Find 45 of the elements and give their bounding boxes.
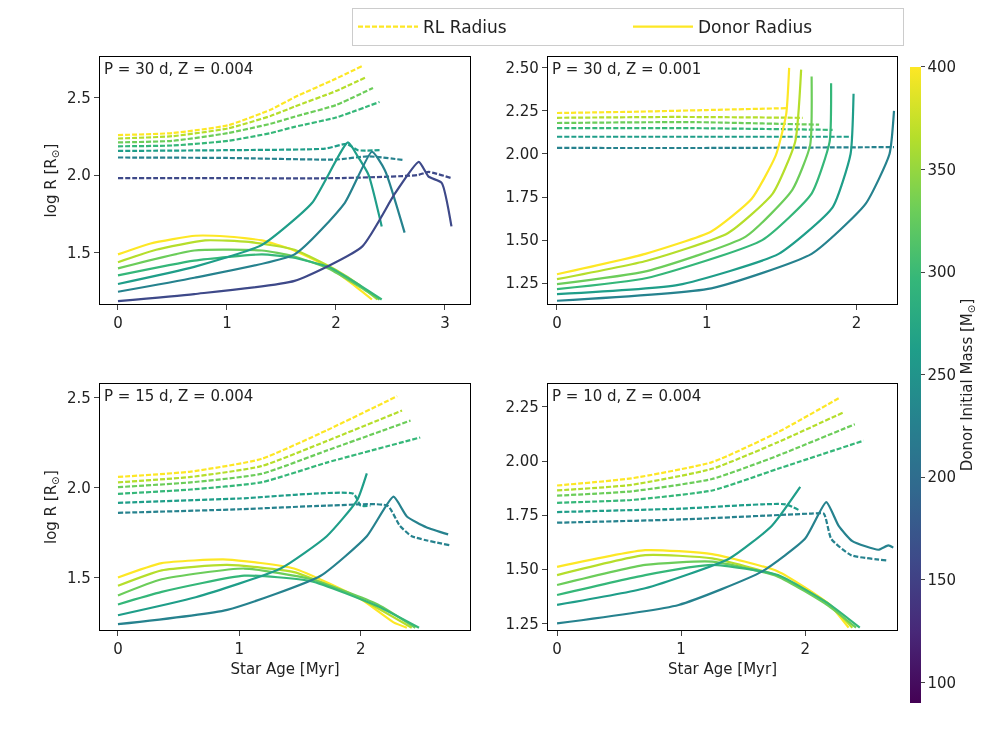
legend-label: Donor Radius bbox=[698, 17, 813, 38]
x-tick-label: 0 bbox=[113, 640, 123, 659]
x-tick-label: 1 bbox=[676, 640, 686, 659]
y-tick-label: 1.25 bbox=[505, 614, 539, 633]
x-tick-label: 2 bbox=[800, 640, 810, 659]
x-tick-label: 3 bbox=[440, 314, 450, 333]
x-axis-title: Star Age [Myr] bbox=[668, 660, 777, 679]
x-tick-label: 1 bbox=[234, 640, 245, 659]
x-axis-title: Star Age [Myr] bbox=[230, 660, 340, 679]
y-tick-label: 2.25 bbox=[505, 398, 539, 417]
x-tick-label: 0 bbox=[113, 314, 123, 333]
color-bar-label: 250 bbox=[927, 365, 957, 384]
y-tick-label: 2.25 bbox=[505, 102, 539, 121]
color-bar-label: 300 bbox=[927, 263, 957, 282]
y-tick-label: 1.75 bbox=[505, 188, 539, 207]
y-tick-label: 2.00 bbox=[505, 452, 539, 471]
annotation: P = 30 d, Z = 0.001 bbox=[552, 60, 702, 78]
y-tick-label: 1.75 bbox=[505, 506, 539, 525]
annotation: P = 15 d, Z = 0.004 bbox=[104, 387, 254, 405]
color-bar-label: 350 bbox=[927, 160, 957, 179]
color-bar-label: 100 bbox=[927, 673, 957, 692]
x-tick-label: 1 bbox=[222, 314, 232, 333]
y-tick-label: 2.00 bbox=[505, 145, 539, 164]
y-tick-label: 1.25 bbox=[505, 274, 539, 293]
color-bar-label: 400 bbox=[927, 58, 957, 77]
color-bar-label: 150 bbox=[927, 571, 957, 589]
color-bar-label: 200 bbox=[927, 468, 957, 487]
x-tick-label: 2 bbox=[355, 640, 366, 659]
y-tick-label: 1.50 bbox=[505, 231, 539, 250]
x-tick-label: 1 bbox=[702, 314, 712, 333]
y-tick-label: 1.50 bbox=[505, 560, 539, 579]
x-tick-label: 2 bbox=[851, 314, 862, 333]
y-tick-label: 2.50 bbox=[505, 59, 539, 78]
annotation: P = 30 d, Z = 0.004 bbox=[104, 60, 254, 78]
x-tick-label: 0 bbox=[552, 640, 562, 659]
y-tick-label: 1.5 bbox=[67, 568, 91, 587]
y-tick-label: 2.5 bbox=[67, 389, 91, 408]
annotation: P = 10 d, Z = 0.004 bbox=[552, 387, 702, 405]
legend-label: RL Radius bbox=[423, 17, 507, 38]
y-tick-label: 2.0 bbox=[67, 478, 91, 497]
x-tick-label: 0 bbox=[552, 314, 562, 333]
y-tick-label: 2.0 bbox=[67, 166, 91, 185]
y-tick-label: 2.5 bbox=[67, 88, 91, 107]
x-tick-label: 2 bbox=[331, 314, 341, 333]
y-tick-label: 1.5 bbox=[67, 244, 91, 263]
